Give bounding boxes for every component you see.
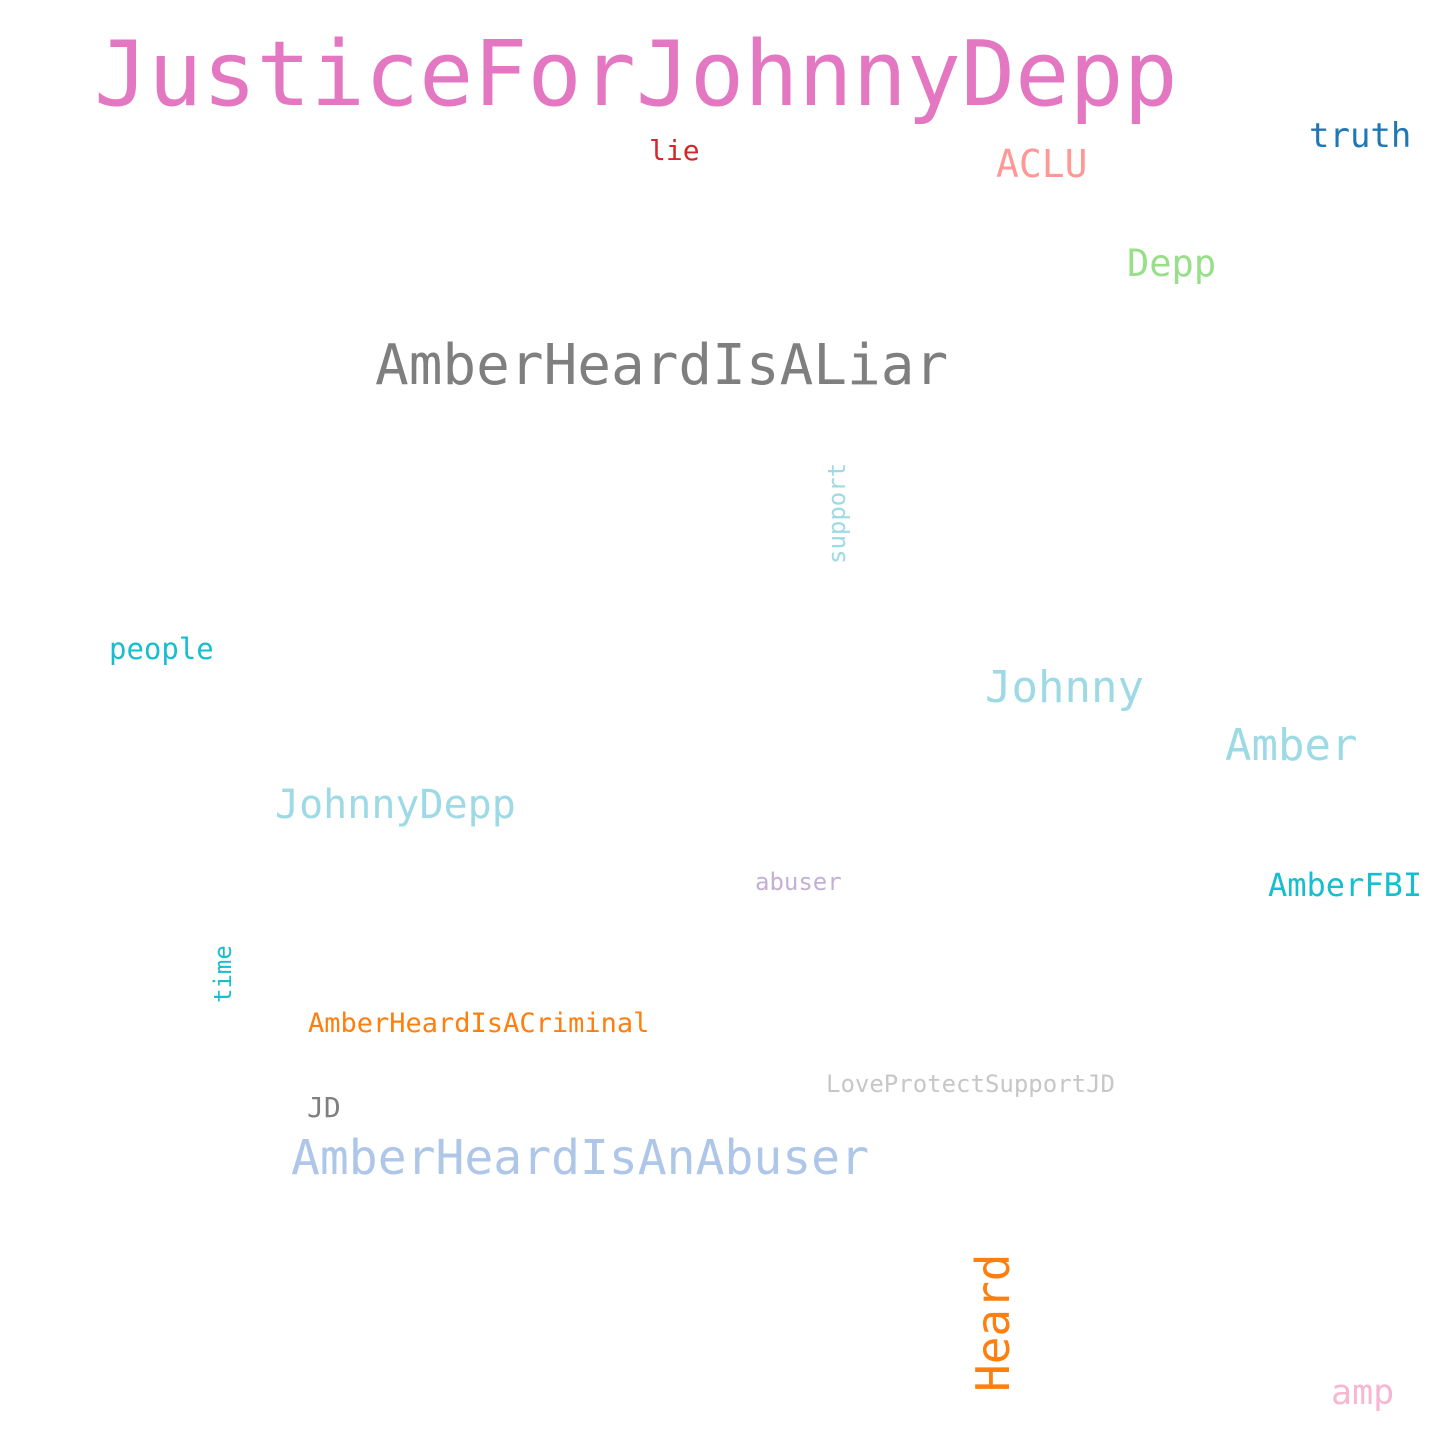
word-amberfbi: AmberFBI bbox=[1268, 866, 1423, 904]
word-johnny: Johnny bbox=[985, 662, 1144, 713]
word-heard: Heard bbox=[966, 1253, 1020, 1392]
word-loveprotectsupportjd: LoveProtectSupportJD bbox=[826, 1070, 1115, 1098]
word-lie: lie bbox=[649, 134, 700, 167]
word-amberheardisanabuser: AmberHeardIsAnAbuser bbox=[291, 1130, 869, 1186]
word-time: time bbox=[209, 945, 237, 1003]
word-amberheardisaliar: AmberHeardIsALiar bbox=[375, 333, 949, 398]
word-amp: amp bbox=[1331, 1373, 1395, 1413]
word-people: people bbox=[109, 632, 214, 666]
word-support: support bbox=[823, 462, 851, 564]
word-abuser: abuser bbox=[755, 868, 842, 896]
word-amberheardisacriminal: AmberHeardIsACriminal bbox=[308, 1008, 650, 1039]
word-johnnydepp: JohnnyDepp bbox=[275, 782, 516, 828]
word-jd: JD bbox=[307, 1091, 341, 1124]
word-aclu: ACLU bbox=[996, 142, 1088, 186]
word-amber: Amber bbox=[1225, 720, 1358, 771]
word-depp: Depp bbox=[1127, 242, 1217, 285]
word-truth: truth bbox=[1309, 116, 1412, 156]
word-justiceforjohnnydepp: JusticeForJohnnyDepp bbox=[94, 22, 1178, 127]
